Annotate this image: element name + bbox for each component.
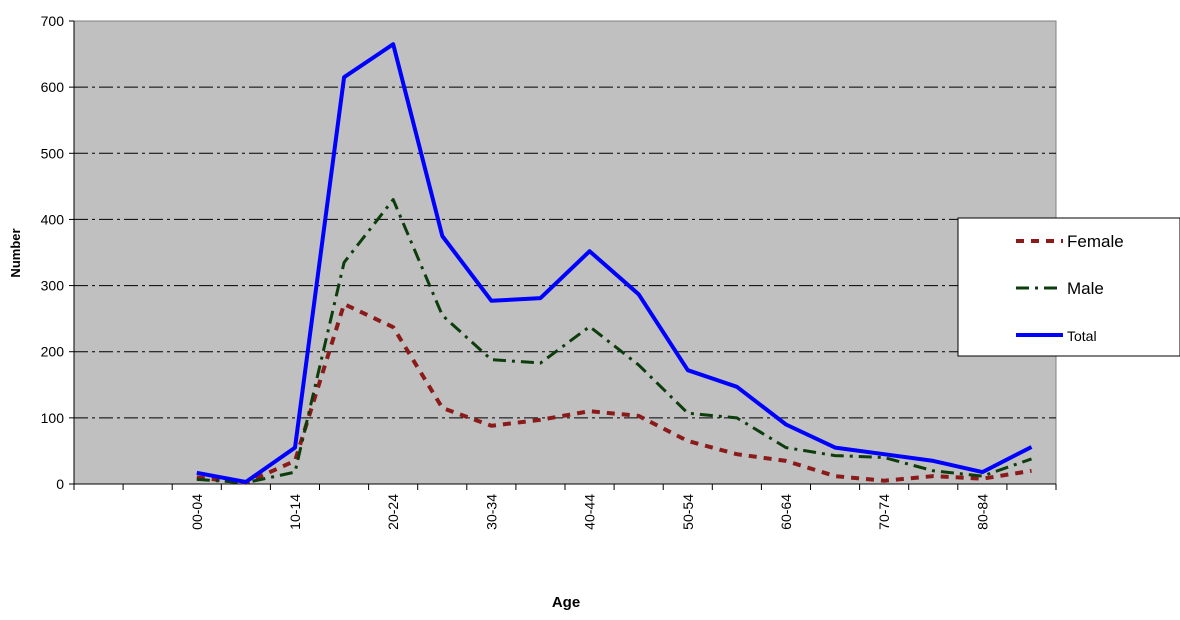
x-tick-label: 20-24 — [385, 494, 401, 530]
y-tick-label: 0 — [56, 476, 64, 492]
series-line-male — [196, 198, 1032, 485]
y-axis-ticks: 0 100 200 300 400 500 600 700 — [41, 13, 74, 492]
y-tick-label: 700 — [41, 13, 65, 29]
x-axis-label: Age — [552, 594, 580, 611]
plot-area — [73, 20, 1057, 485]
series-line-total — [196, 42, 1033, 484]
x-tick-label: 50-54 — [680, 494, 696, 530]
series-line-female — [196, 302, 1032, 485]
x-tick-label: 40-44 — [582, 494, 598, 530]
x-tick-label: 70-74 — [876, 494, 892, 530]
x-tick-label: 10-14 — [287, 494, 303, 530]
y-axis-label: Number — [8, 228, 23, 277]
y-tick-label: 600 — [41, 79, 65, 95]
legend-label-male: Male — [1067, 279, 1104, 298]
legend-label-total: Total — [1067, 328, 1097, 344]
y-tick-label: 300 — [41, 278, 65, 294]
x-tick-label: 30-34 — [483, 494, 499, 530]
y-tick-label: 100 — [41, 410, 65, 426]
legend-label-female: Female — [1067, 232, 1124, 251]
y-tick-label: 500 — [41, 145, 65, 161]
series-lines — [196, 42, 1033, 485]
x-tick-label: 80-84 — [974, 494, 990, 530]
y-tick-label: 400 — [41, 211, 65, 227]
x-tick-label: 60-64 — [778, 494, 794, 530]
legend: Female Male Total — [957, 217, 1180, 357]
x-axis-ticks: 00-04 10-14 20-24 30-34 40-44 50-54 60-64 70-74… — [73, 484, 1057, 530]
x-tick-label: 00-04 — [189, 494, 205, 530]
gridlines — [74, 86, 1056, 419]
legend-box — [957, 217, 1180, 357]
y-tick-label: 200 — [41, 344, 65, 360]
